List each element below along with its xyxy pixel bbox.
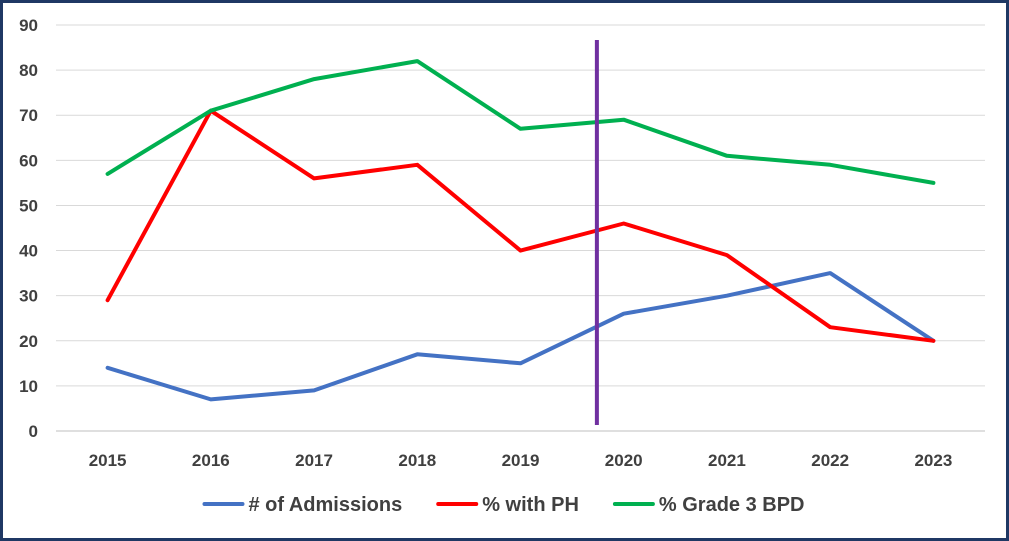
x-tick-label: 2017: [295, 451, 333, 470]
legend-label-1: # of Admissions: [248, 494, 402, 516]
y-tick-label: 60: [19, 151, 38, 170]
series-line-1: [105, 271, 936, 402]
x-tick-label: 2022: [811, 451, 849, 470]
y-tick-label: 0: [29, 422, 38, 441]
x-tick-label: 2018: [398, 451, 436, 470]
gridlines: [56, 24, 985, 432]
legend-label-2: % with PH: [482, 494, 579, 516]
y-tick-label: 70: [19, 106, 38, 125]
series-line-2: [105, 108, 936, 343]
y-tick-label: 30: [19, 287, 38, 306]
y-axis-tick-labels: 0 10 20 30 40 50 60 70 80 90: [19, 16, 38, 441]
y-tick-label: 80: [19, 61, 38, 80]
series-line-3: [105, 59, 936, 185]
x-tick-label: 2020: [605, 451, 643, 470]
x-tick-label: 2016: [192, 451, 230, 470]
x-tick-label: 2023: [914, 451, 952, 470]
legend: # of Admissions % with PH % Grade 3 BPD: [202, 494, 805, 516]
y-tick-label: 20: [19, 332, 38, 351]
y-tick-label: 50: [19, 196, 38, 215]
y-tick-label: 10: [19, 377, 38, 396]
x-tick-label: 2019: [502, 451, 540, 470]
x-axis-tick-labels: 2015 2016 2017 2018 2019 2020 2021 2022 2023: [89, 451, 953, 470]
y-tick-label: 40: [19, 242, 38, 261]
x-tick-label: 2015: [89, 451, 127, 470]
legend-label-3: % Grade 3 BPD: [659, 494, 805, 516]
y-tick-label: 90: [19, 16, 38, 35]
series-lines: [105, 59, 936, 402]
x-tick-label: 2021: [708, 451, 746, 470]
